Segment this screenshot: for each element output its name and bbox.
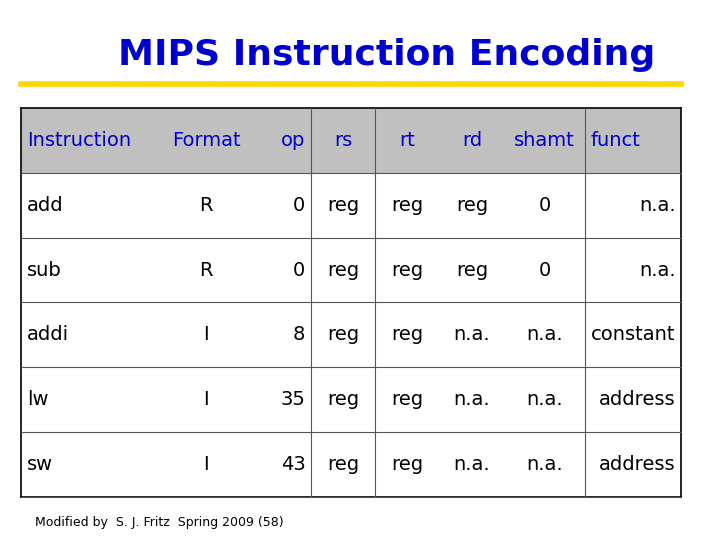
Text: R: R bbox=[199, 260, 213, 280]
Text: n.a.: n.a. bbox=[526, 455, 563, 474]
Text: addi: addi bbox=[27, 325, 69, 345]
Text: reg: reg bbox=[327, 195, 359, 215]
Text: 0: 0 bbox=[539, 260, 551, 280]
Text: reg: reg bbox=[392, 390, 423, 409]
Text: R: R bbox=[199, 195, 213, 215]
Text: reg: reg bbox=[327, 390, 359, 409]
Text: 0: 0 bbox=[293, 195, 305, 215]
Text: reg: reg bbox=[456, 195, 488, 215]
Text: 43: 43 bbox=[281, 455, 305, 474]
Text: n.a.: n.a. bbox=[639, 195, 676, 215]
Text: address: address bbox=[599, 455, 676, 474]
Text: rt: rt bbox=[400, 131, 415, 150]
Text: sw: sw bbox=[27, 455, 53, 474]
Text: lw: lw bbox=[27, 390, 48, 409]
Text: reg: reg bbox=[392, 325, 423, 345]
Text: 0: 0 bbox=[293, 260, 305, 280]
Bar bbox=[21, 108, 681, 173]
Text: rd: rd bbox=[462, 131, 482, 150]
Bar bbox=[21, 432, 681, 497]
Text: reg: reg bbox=[327, 325, 359, 345]
Text: 0: 0 bbox=[539, 195, 551, 215]
Text: I: I bbox=[204, 325, 209, 345]
Text: reg: reg bbox=[392, 455, 423, 474]
Text: Modified by  S. J. Fritz  Spring 2009 (58): Modified by S. J. Fritz Spring 2009 (58) bbox=[35, 516, 284, 529]
Text: n.a.: n.a. bbox=[526, 325, 563, 345]
Text: n.a.: n.a. bbox=[526, 390, 563, 409]
Text: reg: reg bbox=[392, 195, 423, 215]
Text: MIPS Instruction Encoding: MIPS Instruction Encoding bbox=[118, 38, 655, 72]
Text: reg: reg bbox=[327, 260, 359, 280]
Text: op: op bbox=[281, 131, 305, 150]
Bar bbox=[21, 367, 681, 432]
Text: n.a.: n.a. bbox=[639, 260, 676, 280]
Text: Instruction: Instruction bbox=[27, 131, 131, 150]
Text: add: add bbox=[27, 195, 63, 215]
Text: address: address bbox=[599, 390, 676, 409]
Text: reg: reg bbox=[327, 455, 359, 474]
Text: I: I bbox=[204, 390, 209, 409]
Bar bbox=[21, 302, 681, 367]
Text: shamt: shamt bbox=[514, 131, 575, 150]
Text: constant: constant bbox=[591, 325, 676, 345]
Text: reg: reg bbox=[392, 260, 423, 280]
Text: Format: Format bbox=[172, 131, 240, 150]
Text: 35: 35 bbox=[281, 390, 305, 409]
Text: 8: 8 bbox=[293, 325, 305, 345]
Text: I: I bbox=[204, 455, 209, 474]
Text: funct: funct bbox=[590, 131, 640, 150]
Text: n.a.: n.a. bbox=[454, 325, 490, 345]
Text: n.a.: n.a. bbox=[454, 455, 490, 474]
Text: n.a.: n.a. bbox=[454, 390, 490, 409]
Text: rs: rs bbox=[334, 131, 352, 150]
Bar bbox=[21, 173, 681, 238]
Bar bbox=[21, 238, 681, 302]
Text: reg: reg bbox=[456, 260, 488, 280]
Text: sub: sub bbox=[27, 260, 61, 280]
